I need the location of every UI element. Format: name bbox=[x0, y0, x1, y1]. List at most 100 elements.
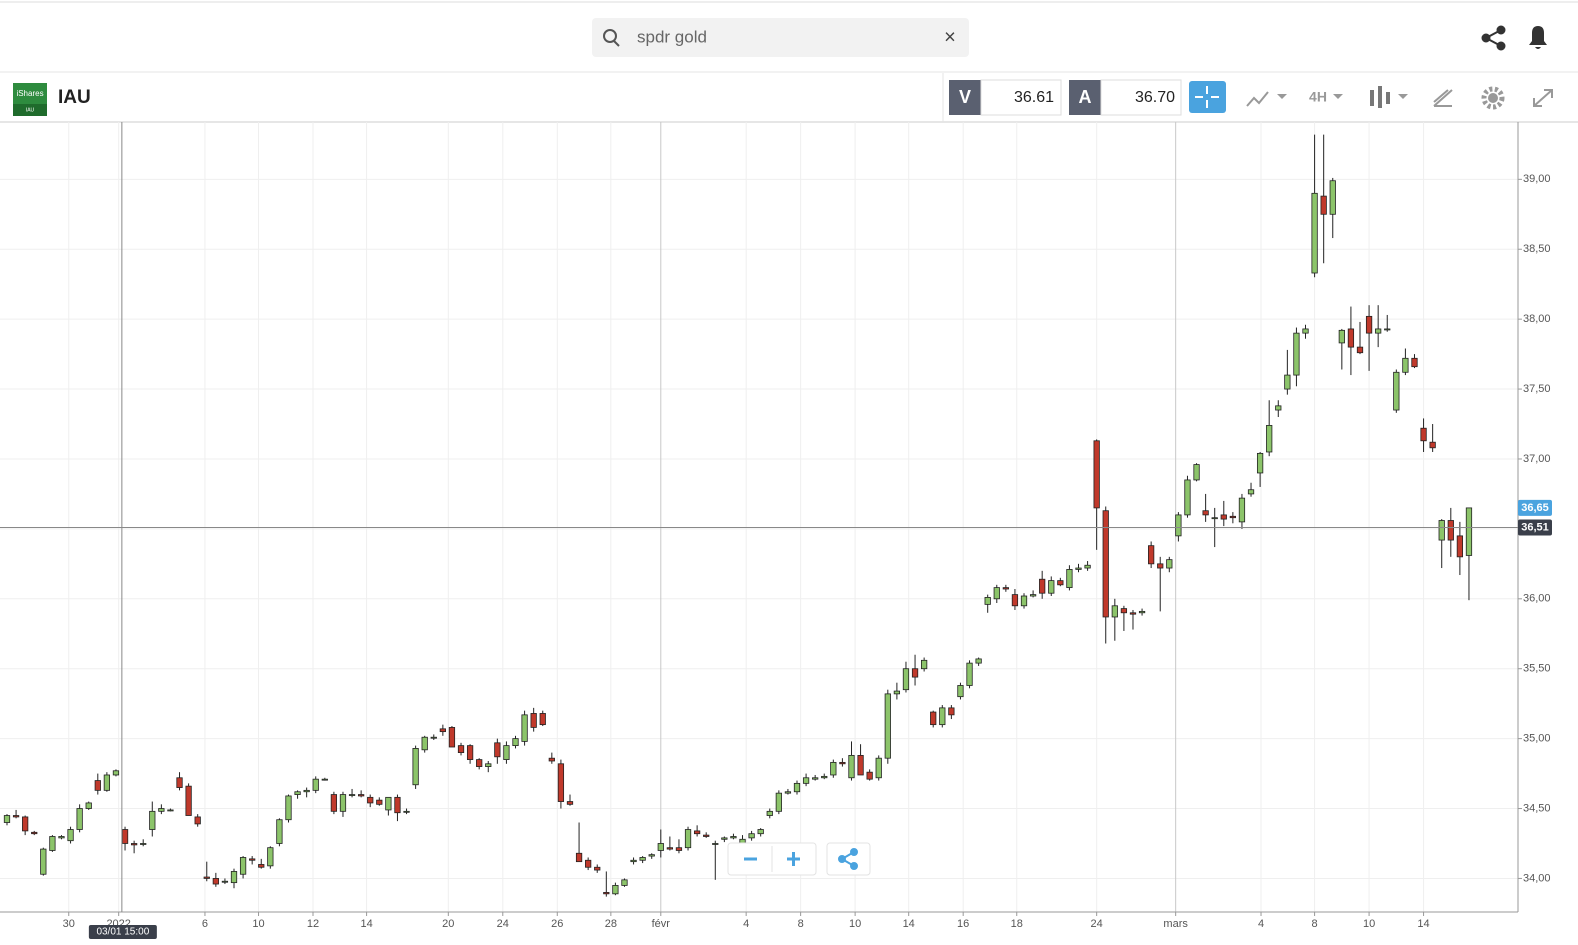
candle-body bbox=[239, 857, 247, 875]
buy-field[interactable] bbox=[1100, 79, 1182, 116]
candle-body bbox=[939, 707, 946, 726]
candle-body bbox=[1002, 587, 1009, 590]
candle-body bbox=[22, 816, 29, 832]
search-icon bbox=[603, 29, 617, 43]
candle-body bbox=[1311, 192, 1318, 274]
last-price-label: 36,65 bbox=[1521, 502, 1549, 514]
search-box[interactable] bbox=[592, 18, 969, 57]
sell-label[interactable]: V bbox=[959, 87, 971, 107]
candle-body bbox=[630, 859, 637, 863]
candle-body bbox=[712, 843, 719, 845]
candle-body bbox=[421, 736, 428, 751]
candle-body bbox=[757, 829, 764, 835]
share-chart-icon[interactable] bbox=[838, 848, 858, 870]
y-tick-label: 37,00 bbox=[1523, 453, 1551, 465]
y-tick-label: 36,00 bbox=[1523, 593, 1551, 605]
candle-body bbox=[684, 829, 692, 849]
share-icon[interactable] bbox=[1481, 25, 1506, 51]
x-tick-label: 10 bbox=[252, 918, 264, 930]
candle-body bbox=[1120, 608, 1128, 614]
candle-body bbox=[339, 794, 347, 812]
y-tick-label: 38,00 bbox=[1523, 313, 1551, 325]
buy-button[interactable] bbox=[1069, 80, 1101, 115]
candle-body bbox=[212, 878, 219, 885]
buy-label[interactable]: A bbox=[1079, 87, 1092, 107]
candle-body bbox=[1420, 427, 1427, 442]
candle-body bbox=[857, 754, 864, 776]
x-tick-label: 20 bbox=[442, 918, 454, 930]
candle-body bbox=[930, 711, 937, 726]
x-tick-label: 18 bbox=[1011, 918, 1023, 930]
dropdown-arrow[interactable] bbox=[1398, 94, 1408, 99]
x-tick-label: 10 bbox=[849, 918, 861, 930]
candle-body bbox=[675, 847, 683, 851]
candle-body bbox=[312, 778, 319, 791]
candle-body bbox=[730, 836, 737, 839]
candle-body bbox=[367, 796, 374, 804]
candle-body bbox=[866, 771, 873, 780]
candle-body bbox=[603, 892, 610, 895]
candle-body bbox=[76, 808, 83, 830]
draw-icon[interactable] bbox=[1433, 89, 1453, 107]
settings-icon[interactable] bbox=[1481, 86, 1505, 110]
sell-price[interactable]: 36.61 bbox=[1014, 89, 1054, 106]
candle-body bbox=[58, 836, 65, 839]
plot: 34,0034,5035,0035,5036,0036,5037,0037,50… bbox=[0, 122, 1552, 939]
bell-icon[interactable] bbox=[1529, 26, 1547, 49]
candle-body bbox=[230, 871, 238, 884]
sell-button[interactable] bbox=[949, 80, 981, 115]
candle-body bbox=[1129, 612, 1137, 615]
crosshair-button[interactable] bbox=[1189, 81, 1226, 113]
candle-body bbox=[130, 843, 138, 846]
candle-body bbox=[884, 693, 891, 759]
candle-body bbox=[1284, 374, 1291, 390]
candle-body bbox=[557, 763, 565, 802]
candle-body bbox=[648, 854, 655, 857]
candle-body bbox=[385, 796, 392, 811]
candle-body bbox=[775, 792, 782, 812]
candle-body bbox=[258, 864, 265, 868]
candle-body bbox=[703, 834, 710, 837]
candle-body bbox=[657, 843, 664, 851]
timeframe[interactable]: 4H bbox=[1309, 89, 1327, 105]
last-price-badge bbox=[1518, 499, 1552, 516]
candle-body bbox=[666, 847, 673, 850]
indicator-icon[interactable] bbox=[1246, 91, 1269, 107]
fullscreen-icon[interactable] bbox=[1533, 89, 1553, 107]
candle-body bbox=[466, 745, 474, 760]
x-tick-label: mars bbox=[1163, 918, 1188, 930]
share-chart[interactable] bbox=[826, 842, 871, 876]
search-icon bbox=[613, 40, 620, 47]
x-tick-label: 14 bbox=[903, 918, 915, 930]
candle-body bbox=[358, 794, 365, 797]
search-text[interactable]: spdr gold bbox=[637, 27, 707, 46]
candle-body bbox=[1393, 371, 1400, 411]
x-tick-label: 30 bbox=[63, 918, 75, 930]
candle-body bbox=[1456, 535, 1464, 558]
candle-body bbox=[521, 714, 528, 742]
chart-type-icon[interactable] bbox=[1370, 86, 1390, 108]
dropdown-arrow[interactable] bbox=[1277, 94, 1287, 99]
candle-body bbox=[221, 880, 229, 883]
candle-body bbox=[957, 685, 964, 698]
zoom-in[interactable] bbox=[787, 852, 800, 866]
candle-body bbox=[1084, 564, 1091, 569]
candle-body bbox=[975, 658, 982, 664]
candle-body bbox=[330, 794, 338, 812]
candle-body bbox=[1338, 329, 1345, 344]
crosshair-y-label: 36,51 bbox=[1521, 521, 1549, 533]
sell-field[interactable] bbox=[980, 79, 1062, 116]
settings-icon[interactable] bbox=[1488, 93, 1498, 103]
candle-body bbox=[1438, 520, 1445, 541]
buy-price[interactable]: 36.70 bbox=[1135, 89, 1175, 106]
candle-body bbox=[921, 659, 928, 670]
candle-body bbox=[1247, 489, 1255, 495]
candle-body bbox=[693, 830, 701, 835]
candle-body bbox=[12, 815, 20, 818]
x-tick-label: 24 bbox=[1091, 918, 1103, 930]
dropdown-arrow[interactable] bbox=[1333, 94, 1343, 99]
candle-body bbox=[1411, 357, 1418, 368]
candle-body bbox=[993, 587, 1000, 600]
search-clear[interactable]: × bbox=[944, 26, 956, 48]
y-tick-label: 38,50 bbox=[1523, 243, 1551, 255]
